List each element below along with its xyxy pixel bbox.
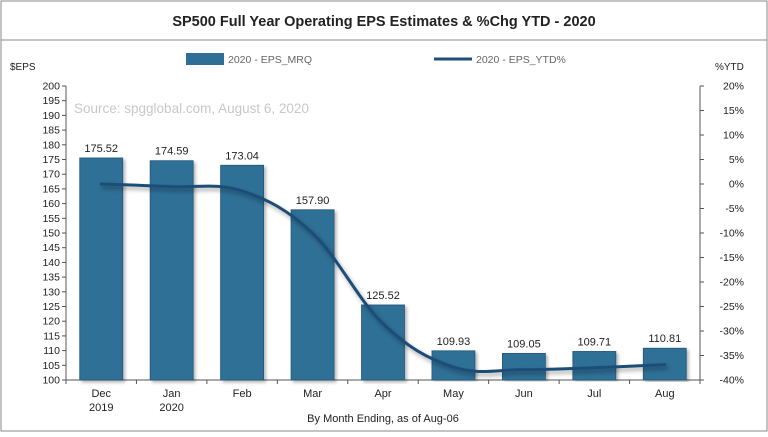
- x-tick-label: Jul: [587, 388, 601, 400]
- left-axis-label: $EPS: [10, 62, 36, 73]
- x-tick-label: Feb: [233, 388, 252, 400]
- right-tick-label: -35%: [719, 350, 744, 362]
- right-tick-label: 15%: [723, 105, 744, 117]
- x-tick-label-line: Aug: [655, 388, 675, 400]
- left-tick-label: 185: [42, 125, 60, 137]
- x-tick-label-line: Feb: [233, 388, 252, 400]
- x-tick-label: Aug: [655, 388, 675, 400]
- bar: [290, 209, 335, 381]
- bar: [361, 304, 405, 381]
- legend-swatch-bars: [186, 53, 224, 65]
- chart-title: SP500 Full Year Operating EPS Estimates …: [172, 14, 595, 30]
- bar-data-label: 109.71: [578, 336, 612, 348]
- x-tick-label-line: Jun: [515, 388, 533, 400]
- bar-data-label: 125.52: [366, 290, 400, 302]
- x-tick-label-line: Apr: [374, 388, 391, 400]
- legend-label-line: 2020 - EPS_YTD%: [476, 54, 566, 66]
- left-tick-label: 135: [42, 272, 60, 284]
- left-tick-label: 130: [42, 286, 60, 298]
- right-tick-label: -30%: [719, 326, 744, 338]
- x-tick-label: Dec 2019: [89, 388, 113, 414]
- right-axis-label: %YTD: [715, 62, 744, 73]
- x-tick-label: May: [443, 388, 464, 400]
- x-tick-label-line: Dec: [91, 388, 111, 400]
- left-tick-label: 200: [42, 81, 60, 93]
- x-tick-label-line: 2020: [159, 402, 183, 414]
- right-tick-label: 20%: [723, 81, 744, 93]
- bar-data-label: 157.90: [296, 195, 330, 207]
- x-tick-label-line: Jan: [163, 388, 181, 400]
- right-tick-label: -15%: [719, 252, 744, 264]
- right-tick-label: -40%: [719, 375, 744, 387]
- right-tick-label: 10%: [723, 130, 744, 142]
- x-tick-label-line: Mar: [303, 388, 322, 400]
- bar: [79, 157, 124, 381]
- right-tick-label: -25%: [719, 301, 744, 313]
- left-tick-label: 120: [42, 316, 60, 328]
- right-tick-label: -10%: [719, 228, 744, 240]
- right-tick-label: -5%: [725, 203, 744, 215]
- x-tick-label-line: May: [443, 388, 464, 400]
- bar: [501, 352, 546, 381]
- bar-data-label: 109.93: [437, 336, 471, 348]
- legend: 2020 - EPS_MRQ 2020 - EPS_YTD%: [186, 53, 566, 66]
- bar-data-label: 174.59: [155, 146, 189, 158]
- right-tick-label: 0%: [729, 179, 744, 191]
- left-tick-label: 155: [42, 213, 60, 225]
- left-tick-label: 140: [42, 257, 60, 269]
- left-tick-label: 160: [42, 198, 60, 210]
- x-tick-label: Mar: [303, 388, 322, 400]
- x-tick-label-line: 2019: [89, 402, 113, 414]
- bar-data-label: 110.81: [648, 333, 681, 345]
- x-tick-label: Apr: [374, 388, 391, 400]
- legend-label-bars: 2020 - EPS_MRQ: [228, 54, 312, 66]
- bar-data-label: 173.04: [225, 150, 259, 162]
- x-tick-label: Jun: [515, 388, 533, 400]
- left-tick-label: 180: [42, 139, 60, 151]
- left-tick-label: 125: [42, 301, 60, 313]
- left-tick-label: 110: [43, 345, 60, 357]
- left-tick-label: 145: [42, 242, 60, 254]
- left-tick-label: 150: [42, 228, 60, 240]
- bar: [431, 350, 476, 381]
- source-note: Source: spgglobal.com, August 6, 2020: [74, 101, 309, 116]
- x-axis-title: By Month Ending, as of Aug-06: [307, 413, 459, 425]
- right-tick-label: -20%: [719, 277, 744, 289]
- right-tick-label: 5%: [729, 154, 744, 166]
- left-tick-label: 165: [42, 183, 60, 195]
- left-tick-label: 195: [42, 95, 60, 107]
- line-layer: [99, 182, 667, 374]
- left-tick-label: 170: [42, 169, 60, 181]
- left-tick-label: 115: [43, 330, 60, 342]
- bars-layer: [79, 157, 687, 381]
- x-tick-label-line: Jul: [587, 388, 601, 400]
- left-tick-label: 105: [42, 360, 60, 372]
- bar-data-label: 175.52: [84, 143, 118, 155]
- left-tick-label: 100: [42, 375, 60, 387]
- bar-data-label: 109.05: [507, 338, 541, 350]
- labels-layer: 175.52 174.59 173.04 157.90 125.52 109.93 109.…: [84, 143, 681, 350]
- left-tick-label: 190: [42, 110, 60, 122]
- bar: [149, 160, 194, 381]
- left-tick-label: 175: [42, 154, 60, 166]
- bar: [220, 164, 265, 381]
- x-tick-label: Jan 2020: [159, 388, 183, 414]
- ytd-line: [99, 182, 667, 374]
